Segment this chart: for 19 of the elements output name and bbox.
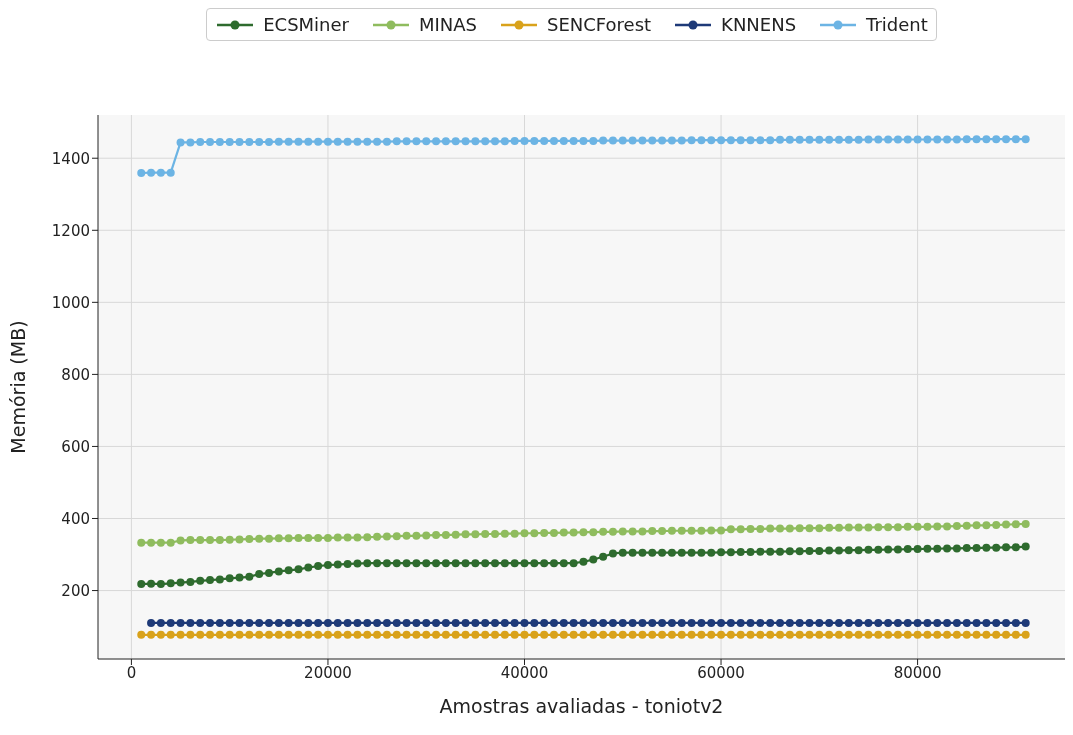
x-tick-label: 0	[126, 663, 137, 682]
x-tick-label: 60000	[697, 663, 745, 682]
x-tick-label: 40000	[500, 663, 549, 682]
x-tick-label: 20000	[304, 663, 352, 682]
x-axis-title: Amostras avaliadas - toniotv2	[439, 695, 724, 717]
legend-label: KNNENS	[720, 14, 797, 35]
y-tick-label: 600	[61, 437, 90, 456]
y-tick-label: 1400	[51, 149, 90, 168]
legend-label: Trident	[865, 14, 928, 35]
y-tick-label: 1000	[51, 293, 90, 312]
legend-label: ECSMiner	[262, 14, 349, 35]
legend-label: SENCForest	[546, 14, 652, 35]
y-tick-label: 1200	[51, 221, 90, 240]
legend-label: MINAS	[417, 14, 478, 35]
x-tick-label: 80000	[893, 663, 942, 682]
y-tick-label: 200	[61, 581, 90, 600]
y-tick-label: 800	[61, 365, 90, 384]
y-tick-label: 400	[61, 509, 90, 528]
y-axis-title: Memória (MB)	[6, 320, 29, 454]
